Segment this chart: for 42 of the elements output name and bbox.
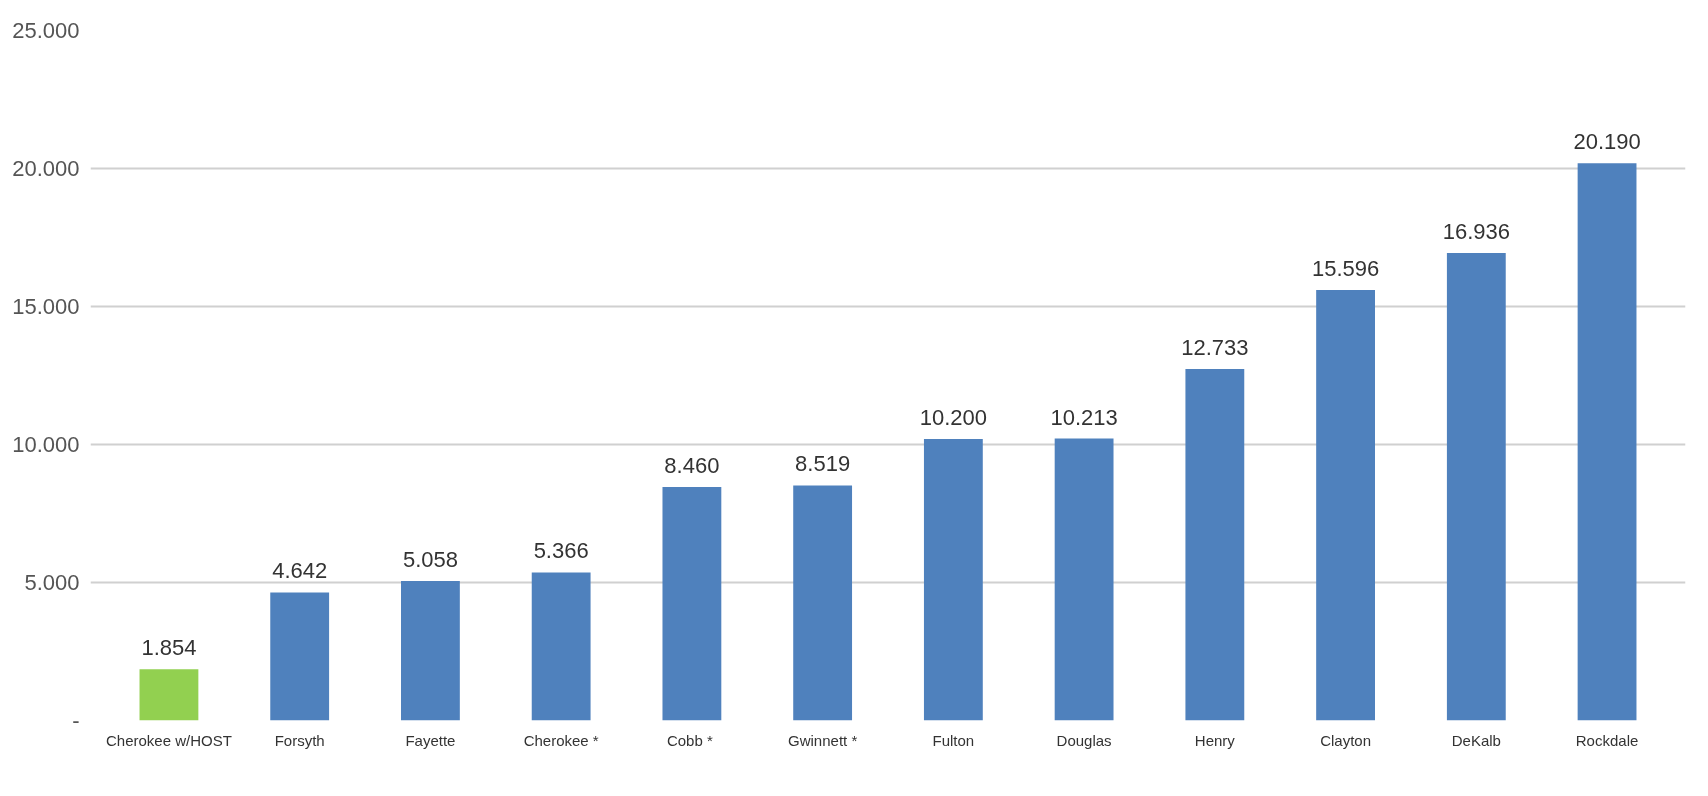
data-label: 10.200 [919,404,988,430]
x-tick-label: Douglas [1056,731,1112,749]
y-tick-label: - [72,708,80,733]
x-tick-label: DeKalb [1451,731,1501,749]
x-tick-label: Forsyth [274,731,325,749]
x-tick-label: Fulton [932,731,975,749]
y-tick-label: 5.000 [24,570,80,595]
y-tick-label: 20.000 [12,156,80,181]
bar [139,669,199,721]
bar [1054,438,1114,721]
bar [1316,290,1375,721]
x-tick-label: Rockdale [1575,731,1639,749]
x-tick-label: Fayette [405,731,456,749]
bar [1446,253,1506,721]
bar [401,580,460,721]
x-tick-label: Henry [1194,731,1236,749]
data-label: 1.854 [141,635,197,661]
bar [270,592,330,721]
x-tick-label: Gwinnett * [788,731,858,749]
data-label: 4.642 [272,558,328,584]
data-label: 5.058 [402,546,458,572]
x-tick-label: Cherokee * [523,731,599,749]
x-tick-label: Cherokee w/HOST [106,731,232,749]
y-tick-label: 10.000 [12,432,80,457]
data-label: 8.519 [795,451,851,477]
x-tick-label: Clayton [1320,731,1372,749]
data-label: 16.936 [1442,219,1510,245]
bar [1577,163,1637,721]
y-tick-label: 25.000 [12,18,80,43]
bar [923,438,983,721]
data-label: 8.460 [664,453,720,478]
bar [793,485,853,721]
data-label: 10.213 [1050,404,1118,430]
data-label: 20.190 [1573,129,1641,155]
data-label: 5.366 [533,538,589,564]
y-tick-label: 15.000 [12,294,80,319]
bar [662,487,722,721]
x-tick-label: Cobb * [666,731,713,749]
bar [1185,369,1245,721]
data-label: 15.596 [1311,256,1380,282]
data-label: 12.733 [1181,335,1249,361]
bar [531,572,591,721]
